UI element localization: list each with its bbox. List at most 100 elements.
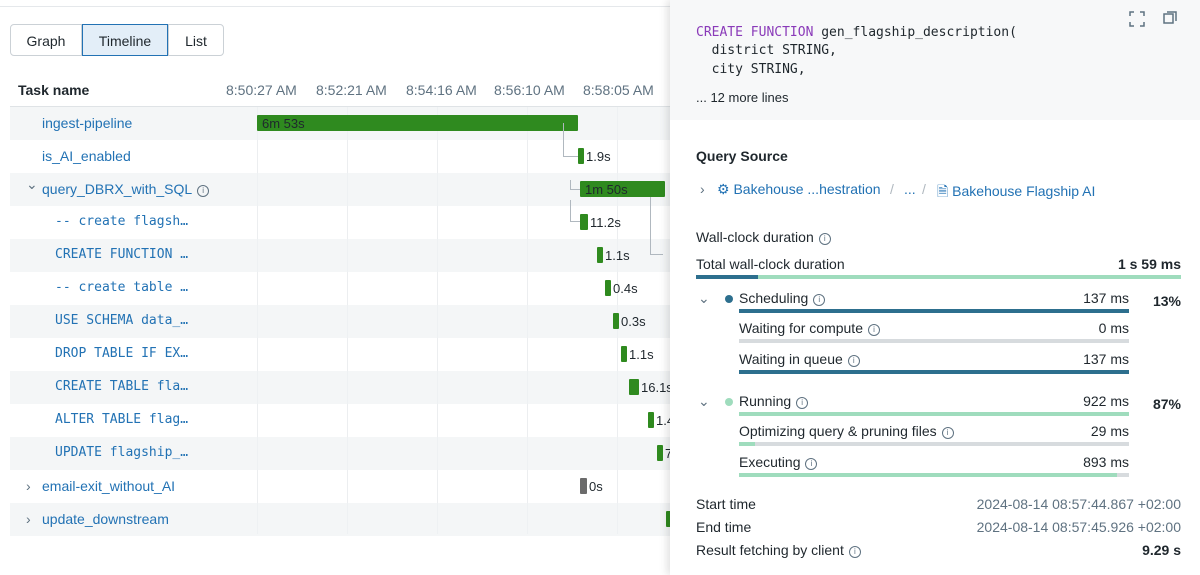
wall-clock-title: Wall-clock duration i	[696, 229, 831, 245]
group-label: Running i	[739, 393, 809, 409]
item-value: 0 ms	[1098, 320, 1129, 336]
copy-icon[interactable]	[1163, 13, 1174, 24]
section-title: Query Source	[696, 148, 788, 164]
expand-chevron[interactable]: ›	[26, 511, 31, 527]
total-bar	[696, 275, 1181, 279]
time-label: 8:58:05 AM	[583, 82, 654, 98]
info-icon[interactable]: i	[197, 185, 210, 197]
task-name[interactable]: DROP TABLE IF EX…	[55, 346, 189, 361]
tab[interactable]: Graph	[10, 24, 82, 56]
task-name[interactable]: CREATE TABLE fla…	[55, 379, 189, 394]
task-bar	[257, 115, 578, 131]
info-icon[interactable]: i	[813, 294, 826, 306]
info-icon[interactable]: i	[818, 233, 831, 245]
connector	[570, 200, 571, 221]
item-value: 893 ms	[1083, 454, 1129, 470]
info-icon[interactable]: i	[847, 355, 860, 367]
info-icon[interactable]: i	[796, 397, 809, 409]
crumb[interactable]: 🗎 Bakehouse Flagship AI	[937, 183, 1096, 199]
time-label: 8:56:10 AM	[494, 82, 565, 98]
task-duration: 0.4s	[613, 281, 638, 296]
task-name[interactable]: ALTER TABLE flag…	[55, 412, 189, 427]
task-name[interactable]: -- create flagsh…	[55, 214, 189, 229]
task-bar	[578, 148, 584, 164]
item-bar	[739, 442, 755, 446]
task-name[interactable]: -- create table …	[55, 280, 189, 295]
task-name[interactable]: CREATE FUNCTION …	[55, 247, 189, 262]
time-label: End time	[696, 519, 751, 535]
task-duration: 1.9s	[586, 149, 611, 164]
crumb-text[interactable]: Bakehouse Flagship AI	[952, 183, 1096, 199]
info-icon[interactable]: i	[805, 458, 818, 470]
group-bar	[739, 309, 1129, 313]
column-header: Task name	[18, 82, 90, 98]
item-label: Optimizing query & pruning files i	[739, 423, 954, 439]
info-icon[interactable]: i	[941, 427, 954, 439]
header-border	[10, 106, 670, 107]
task-duration: 1m 50s	[585, 182, 628, 197]
total-value: 1 s 59 ms	[1117, 256, 1181, 272]
code-line: city STRING,	[696, 62, 806, 77]
dot	[725, 295, 733, 303]
collapse-chevron[interactable]: ⌄	[698, 393, 710, 409]
tab[interactable]: Timeline	[82, 24, 168, 56]
label: Start time	[696, 496, 756, 512]
connector	[563, 156, 578, 157]
task-bar	[580, 181, 665, 197]
task-name[interactable]: is_AI_enabled	[42, 148, 131, 164]
task-name[interactable]: email-exit_without_AI	[42, 478, 176, 494]
task-duration: 11.2s	[590, 215, 621, 230]
item-value: 29 ms	[1090, 423, 1129, 439]
crumb[interactable]: ⚙ Bakehouse ...hestration	[717, 181, 881, 197]
info-icon[interactable]: i	[848, 546, 861, 558]
group-value: 922 ms	[1083, 393, 1129, 409]
detail-panel: CREATE FUNCTION gen_flagship_description…	[670, 0, 1200, 575]
item-bar-bg	[739, 339, 1129, 343]
task-bar	[648, 412, 654, 428]
item-label: Waiting in queue i	[739, 351, 860, 367]
label: Waiting in queue	[739, 351, 843, 367]
group-label: Scheduling i	[739, 290, 826, 306]
total-bar-sched	[696, 275, 758, 279]
expand-chevron[interactable]: ›	[26, 478, 31, 494]
task-bar	[657, 445, 663, 461]
code-text: gen_flagship_description(	[813, 25, 1017, 40]
keyword: CREATE FUNCTION	[696, 25, 814, 40]
task-bar	[666, 511, 672, 527]
task-duration: 1.1s	[605, 248, 630, 263]
connector	[570, 189, 580, 190]
label: Executing	[739, 454, 801, 470]
time-label: Result fetching by client i	[696, 542, 861, 558]
time-label: 8:50:27 AM	[226, 82, 297, 98]
expand-icon[interactable]	[1129, 11, 1145, 27]
task-name[interactable]: UPDATE flagship_…	[55, 445, 189, 460]
crumb-text[interactable]: Bakehouse ...hestration	[733, 181, 881, 197]
code-line: district STRING,	[696, 43, 837, 58]
time-value: 9.29 s	[1142, 542, 1181, 558]
task-name[interactable]: USE SCHEMA data_…	[55, 313, 189, 328]
task-name[interactable]: query_DBRX_with_SQL i	[42, 181, 210, 197]
collapse-chevron[interactable]: ⌄	[698, 290, 710, 306]
connector	[650, 197, 651, 254]
info-icon[interactable]: i	[867, 324, 880, 336]
connector	[650, 254, 663, 255]
expand-chevron[interactable]: ⌄	[26, 176, 38, 192]
crumb[interactable]: ...	[904, 181, 916, 197]
group-bar	[739, 412, 1129, 416]
task-name[interactable]: update_downstream	[42, 511, 169, 527]
task-name[interactable]: ingest-pipeline	[42, 115, 133, 131]
label: End time	[696, 519, 752, 535]
connector	[570, 180, 571, 189]
item-label: Executing i	[739, 454, 818, 470]
item-label: Waiting for compute i	[739, 320, 880, 336]
time-label: 8:52:21 AM	[316, 82, 387, 98]
task-duration: 6m 53s	[262, 116, 305, 131]
row-bg	[10, 305, 670, 338]
task-duration: 0.3s	[621, 314, 646, 329]
more-lines[interactable]: ... 12 more lines	[696, 90, 789, 105]
row-bg	[10, 371, 670, 404]
chevron[interactable]: ›	[700, 181, 705, 197]
connector	[563, 123, 564, 156]
tab[interactable]: List	[168, 24, 224, 56]
